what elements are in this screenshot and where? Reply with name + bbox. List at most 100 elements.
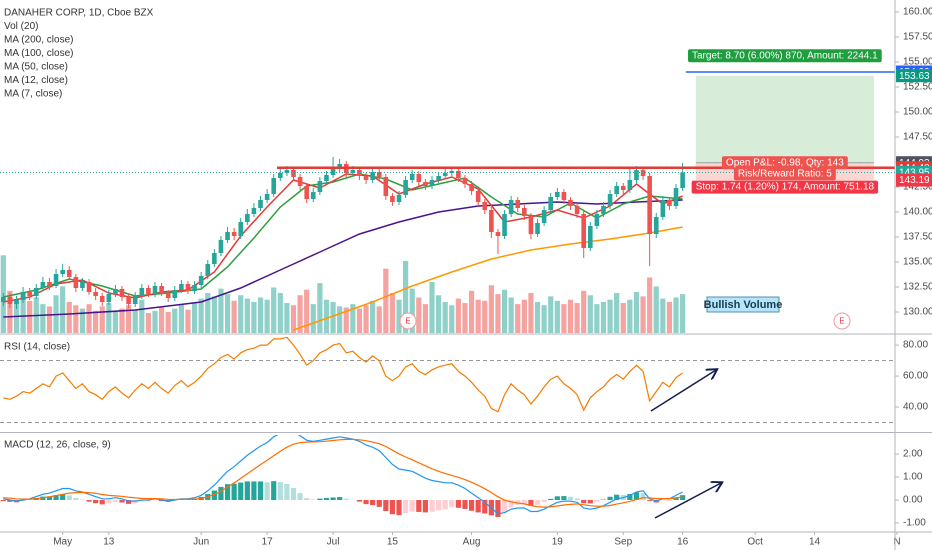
stop-label-box <box>691 180 879 194</box>
candle-body <box>310 192 316 199</box>
y-tick-label: 155.00 <box>903 57 932 68</box>
volume-bar <box>422 304 429 333</box>
histogram-bar <box>680 495 686 500</box>
volume-bar <box>238 295 244 333</box>
histogram-bar <box>46 496 53 500</box>
volume-bar <box>475 299 481 333</box>
candle-body <box>442 173 448 176</box>
macd-pane <box>0 435 686 517</box>
legend-entry: MA (200, close) <box>4 35 73 46</box>
candle-body <box>522 208 527 216</box>
price-pane <box>0 71 895 333</box>
earnings-text: E <box>405 317 410 326</box>
y-tick-label: 80.00 <box>903 340 928 351</box>
candle-body <box>561 192 567 200</box>
volume-bar <box>66 301 72 333</box>
volume-bar <box>211 296 217 333</box>
ratio-label-box <box>733 167 836 181</box>
histogram-bar <box>567 496 574 500</box>
candle-body <box>258 200 263 208</box>
histogram-bar <box>449 499 455 508</box>
candle-body <box>231 232 237 236</box>
candle-body <box>601 206 606 214</box>
legend: DANAHER CORP, 1D, Cboe BZX Vol (20) MA (20… <box>4 8 154 451</box>
histogram-bar <box>93 499 99 504</box>
candle-body <box>47 282 52 286</box>
candle-body <box>165 293 171 298</box>
volume-bar <box>317 283 323 333</box>
histogram-bar <box>581 499 587 504</box>
candle-body <box>80 282 85 288</box>
candle-body <box>555 192 560 197</box>
candle-body <box>251 208 257 214</box>
candle-body <box>40 282 46 288</box>
histogram-bar <box>455 499 461 508</box>
histogram-bar <box>290 488 297 500</box>
x-tick-label: Jul <box>327 537 340 548</box>
candle-body <box>515 200 521 208</box>
histogram-bar <box>409 499 415 512</box>
y-tick-label: 152.50 <box>903 82 932 93</box>
candle-body <box>93 292 98 296</box>
x-tick-label: Oct <box>747 537 763 548</box>
histogram-bar <box>429 499 435 512</box>
histogram-bar <box>501 499 508 513</box>
candle-body <box>324 175 329 181</box>
candle-body <box>502 214 507 236</box>
y-tick-label: 150.00 <box>903 107 932 118</box>
volume-bar <box>290 305 297 333</box>
histogram-bar <box>231 483 237 500</box>
volume-bar <box>139 299 145 333</box>
volume-bar <box>647 277 653 333</box>
x-tick-label: 17 <box>262 537 274 548</box>
volume-bar <box>152 310 158 333</box>
candle-body <box>620 186 626 190</box>
volume-bar <box>640 296 646 333</box>
histogram-bar <box>277 482 283 500</box>
price-label: 143.19 <box>899 175 930 186</box>
legend-entry: DANAHER CORP, 1D, Cboe BZX <box>4 8 154 19</box>
candle-body <box>436 176 441 180</box>
volume-bar <box>488 285 494 333</box>
candle-body <box>146 288 151 294</box>
candle-body <box>376 172 382 177</box>
y-tick-label: 2.00 <box>903 449 923 460</box>
candle-body <box>535 223 540 234</box>
histogram-bar <box>126 499 132 504</box>
volume-bar <box>106 303 112 333</box>
volume-bar <box>277 293 283 333</box>
histogram-bar <box>218 486 224 500</box>
histogram-bar <box>422 499 429 513</box>
candle-body <box>423 182 428 186</box>
histogram-bar <box>508 499 514 508</box>
histogram-bar <box>403 499 409 514</box>
candle-body <box>396 195 402 202</box>
volume-bar <box>515 304 521 333</box>
legend-entry: MA (12, close) <box>4 75 68 86</box>
y-tick-label: 157.50 <box>903 32 932 43</box>
candle-body <box>212 253 217 264</box>
histogram-bar <box>257 481 264 500</box>
candle-body <box>587 226 593 248</box>
histogram-bar <box>416 499 422 512</box>
x-tick-label: May <box>53 537 72 548</box>
earnings-icon <box>399 312 417 330</box>
histogram-bar <box>66 495 72 500</box>
candle-body <box>152 286 158 294</box>
candle-body <box>607 194 613 206</box>
volume-bar <box>165 311 171 333</box>
candle-body <box>53 274 59 286</box>
candle-body <box>594 214 600 226</box>
volume-bar <box>442 301 448 333</box>
volume-bar <box>548 296 554 333</box>
candle-body <box>218 240 224 253</box>
candle-body <box>238 222 244 236</box>
candle-body <box>568 200 573 206</box>
volume-bar <box>119 308 125 333</box>
price-label: 143.95 <box>899 168 930 179</box>
y-tick-label: 135.00 <box>903 257 932 268</box>
pnl-label: Open P&L: -0.98, Qty: 143 <box>726 157 844 168</box>
candle-body <box>264 194 270 200</box>
candle-body <box>291 170 296 177</box>
